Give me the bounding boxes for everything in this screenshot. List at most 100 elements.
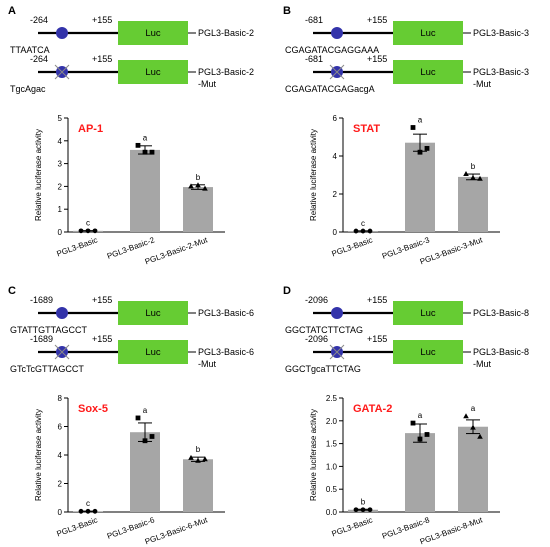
data-point [470,174,476,180]
vector-name: PGL3-Basic-2 [198,67,254,77]
luc-label: Luc [420,347,436,358]
vector-name: PGL3-Basic-3 [473,67,529,77]
y-axis-label: Relative luciferase activity [34,129,43,221]
luc-label: Luc [420,308,436,319]
category-label: PGL3-Basic [330,235,373,258]
bar [458,176,488,232]
significance-letter: b [196,445,201,454]
bar-chart: 0 1 2 3 4 5 Relative luciferase activity AP-1 cP… [34,114,225,266]
significance-letter: a [418,411,423,420]
start-position: -2096 [305,295,328,305]
y-axis-label: Relative luciferase activity [34,409,43,501]
data-point [417,436,423,442]
luc-label: Luc [145,308,161,319]
mutation-cross [54,344,70,360]
data-point [149,149,155,155]
y-axis-label: Relative luciferase activity [309,409,318,501]
luc-label: Luc [145,347,161,358]
significance-letter: a [143,133,148,142]
end-position: +155 [367,295,387,305]
luc-label: Luc [420,67,436,78]
significance-letter: a [143,406,148,415]
binding-site-sequence: GTcTcGTTAGCCT [10,364,84,374]
binding-site-sequence: CGAGATACGAGacgA [285,84,375,94]
chart-title: AP-1 [78,123,103,135]
y-axis-label: Relative luciferase activity [309,129,318,221]
data-point [477,433,483,439]
panel-letter: D [283,285,291,297]
significance-letter: a [418,116,423,125]
end-position: +155 [367,54,387,64]
chart-title: Sox-5 [78,403,108,415]
data-point [424,146,430,151]
binding-site-sequence: GGCTATCTTCTAG [285,325,363,335]
data-point [463,171,469,177]
luc-box [393,60,463,84]
luc-box [118,21,188,45]
vector-name: PGL3-Basic-3 [473,28,529,38]
data-point [477,175,483,181]
luc-box [118,340,188,364]
data-point [92,228,98,234]
y-tick-label: 8 [58,394,63,403]
mutation-cross [54,64,70,80]
data-point [353,507,359,513]
start-position: -1689 [30,334,53,344]
bar-chart: 0 2 4 6 8 Relative luciferase activity Sox-5 cP… [34,394,225,546]
data-point [410,125,416,130]
luc-box [118,301,188,325]
luc-label: Luc [420,28,436,39]
y-tick-label: 1.5 [326,440,338,449]
wildtype-construct: Luc -2096 +155 GGCTATCTTCTAG PGL3-Basic-8 [285,295,529,335]
data-point [410,420,416,426]
mutant-construct: Luc -1689 +155 GTcTcGTTAGCCT PGL3-Basic-6 -Mu… [10,334,254,374]
binding-site-marker [331,307,343,319]
bar [130,432,160,512]
significance-letter: c [86,219,90,228]
mutation-cross [329,344,345,360]
start-position: -681 [305,15,323,25]
binding-site-sequence: GTATTGTTAGCCT [10,325,87,335]
bar-chart: 0 2 4 6 Relative luciferase activity STAT c PGL… [309,114,500,266]
category-label: PGL3-Basic [330,515,373,538]
y-tick-label: 0 [58,228,63,237]
start-position: -264 [30,54,48,64]
y-tick-label: 4 [333,152,338,161]
chart-title: GATA-2 [353,403,392,415]
y-tick-label: 2 [58,182,63,191]
start-position: -264 [30,15,48,25]
mutant-construct: Luc -264 +155 TgcAgac PGL3-Basic-2 -Mut [10,54,254,94]
data-point [417,149,423,155]
mutant-construct: Luc -681 +155 CGAGATACGAGacgA PGL3-Basic-3 -M… [285,54,529,94]
data-point [188,183,194,189]
y-tick-label: 0 [58,508,63,517]
end-position: +155 [92,334,112,344]
y-tick-label: 1 [58,205,63,214]
vector-name: PGL3-Basic-6 [198,347,254,357]
end-position: +155 [92,15,112,25]
y-tick-label: 2 [333,190,338,199]
data-point [195,182,201,188]
y-tick-label: 2 [58,480,63,489]
wildtype-construct: Luc -1689 +155 GTATTGTTAGCCT PGL3-Basic-6 [10,295,254,335]
luc-box [393,21,463,45]
data-point [85,508,91,514]
data-point [424,432,430,437]
data-point [85,228,91,234]
luc-box [393,340,463,364]
binding-site-sequence: TTAATCA [10,45,50,55]
luc-label: Luc [145,67,161,78]
data-point [367,228,373,234]
mutant-construct: Luc -2096 +155 GGCTgcaTTCTAG PGL3-Basic-8 -Mu… [285,334,529,374]
data-point [92,508,98,514]
data-point [360,507,366,513]
start-position: -1689 [30,295,53,305]
data-point [78,228,84,234]
end-position: +155 [92,295,112,305]
start-position: -681 [305,54,323,64]
vector-name: PGL3-Basic-8 [473,308,529,318]
wildtype-construct: Luc -264 +155 TTAATCA PGL3-Basic-2 [10,15,254,55]
